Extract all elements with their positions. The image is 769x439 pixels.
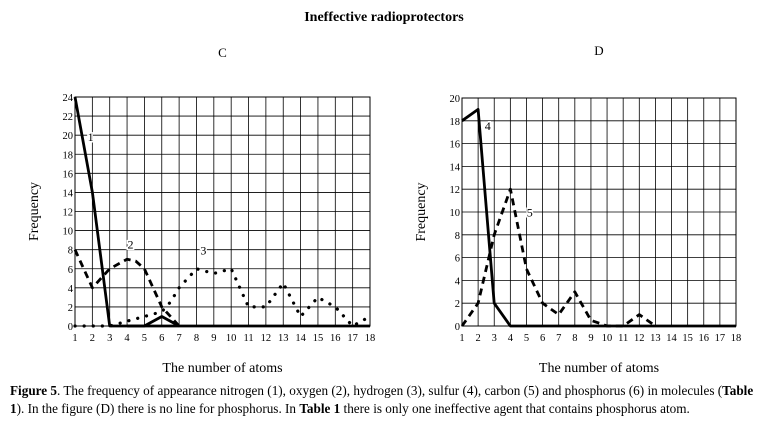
y-tick-label: 6 <box>68 265 73 276</box>
panel-d: D1 2 3 4 5 6 7 8 9 10 11 12 13 14 15 16 17 18024681012141… <box>414 43 741 376</box>
y-tick-label: 18 <box>63 150 74 161</box>
y-tick-label: 12 <box>63 208 74 219</box>
x-tick-label: 9 <box>588 333 593 344</box>
x-tick-label: 7 <box>176 333 181 344</box>
series-line-4 <box>461 108 736 328</box>
x-tick-label: 3 <box>107 333 112 344</box>
y-tick-label: 24 <box>63 93 74 104</box>
x-tick-label: 16 <box>330 333 341 344</box>
x-tick-label: 7 <box>556 333 561 344</box>
x-tick-label: 14 <box>295 333 306 344</box>
y-tick-label: 4 <box>68 284 74 295</box>
figure-caption: Figure 5. The frequency of appearance ni… <box>10 382 762 417</box>
x-tick-label: 11 <box>618 333 628 344</box>
y-tick-label: 14 <box>450 162 461 173</box>
y-tick-label: 12 <box>450 185 461 196</box>
x-tick-label: 4 <box>508 333 514 344</box>
y-tick-label: 22 <box>63 112 74 123</box>
series-line-3 <box>73 267 372 328</box>
x-tick-label: 14 <box>666 333 677 344</box>
y-tick-label: 20 <box>63 131 74 142</box>
x-tick-label: 15 <box>313 333 324 344</box>
y-tick-label: 0 <box>68 322 73 333</box>
x-tick-label: 6 <box>540 333 545 344</box>
x-tick-label: 5 <box>142 333 147 344</box>
y-tick-label: 4 <box>455 276 461 287</box>
x-tick-label: 18 <box>365 333 376 344</box>
caption-table-ref-1: Table 1 <box>10 383 754 416</box>
y-tick-label: 6 <box>455 254 460 265</box>
panel-c: C1 2 3 4 5 6 7 8 9 10 11 12 13 14 15 16 17 18024681012141… <box>27 45 375 376</box>
caption-part-2: ). In the figure (D) there is no line fo… <box>16 400 300 416</box>
caption-part-3: there is only one ineffective agent that… <box>340 400 690 416</box>
y-tick-label: 2 <box>68 303 73 314</box>
series-annotation-2: 2 <box>128 238 134 252</box>
x-tick-label: 6 <box>159 333 164 344</box>
x-tick-label: 11 <box>243 333 253 344</box>
panel-label-c: C <box>218 45 227 60</box>
x-tick-label: 3 <box>492 333 497 344</box>
y-axis-label: Frequency <box>27 182 42 241</box>
x-tick-label: 12 <box>261 333 272 344</box>
x-tick-label: 18 <box>731 333 742 344</box>
y-tick-label: 16 <box>63 169 74 180</box>
caption-label: Figure 5 <box>10 383 58 398</box>
x-axis-label: The number of atoms <box>539 361 659 376</box>
caption-table-ref-2: Table 1 <box>299 400 341 416</box>
x-tick-label: 9 <box>211 333 216 344</box>
y-axis-label: Frequency <box>414 182 429 241</box>
x-tick-label: 10 <box>602 333 613 344</box>
series-line-5 <box>460 187 657 328</box>
x-tick-label: 17 <box>715 333 726 344</box>
x-tick-label: 13 <box>278 333 289 344</box>
x-axis-label: The number of atoms <box>162 361 282 376</box>
series-annotation-3: 3 <box>200 243 206 257</box>
x-tick-label: 4 <box>124 333 130 344</box>
x-tick-label: 8 <box>572 333 577 344</box>
y-tick-label: 10 <box>450 208 461 219</box>
y-tick-label: 18 <box>450 117 461 128</box>
y-tick-label: 2 <box>455 299 460 310</box>
x-tick-label: 1 <box>72 333 77 344</box>
x-tick-label: 8 <box>194 333 199 344</box>
x-tick-label: 13 <box>650 333 661 344</box>
x-tick-label: 17 <box>347 333 358 344</box>
panel-label-d: D <box>594 43 603 58</box>
series-annotation-5: 5 <box>527 206 533 220</box>
series-annotation-1: 1 <box>88 130 94 144</box>
x-tick-label: 10 <box>226 333 237 344</box>
caption-part-1: . The frequency of appearance nitrogen (… <box>57 383 723 398</box>
y-tick-label: 8 <box>68 246 73 257</box>
y-tick-label: 20 <box>450 94 461 105</box>
y-tick-label: 16 <box>450 140 461 151</box>
y-tick-label: 0 <box>455 322 460 333</box>
series-annotation-4: 4 <box>485 119 491 133</box>
figure-title: Ineffective radioprotectors <box>304 10 464 25</box>
y-tick-label: 10 <box>63 227 74 238</box>
x-tick-label: 2 <box>90 333 95 344</box>
x-tick-label: 12 <box>634 333 645 344</box>
series-line-6 <box>127 315 180 328</box>
x-tick-label: 15 <box>682 333 693 344</box>
x-tick-label: 16 <box>699 333 710 344</box>
x-tick-label: 1 <box>459 333 464 344</box>
x-tick-label: 5 <box>524 333 529 344</box>
y-tick-label: 8 <box>455 231 460 242</box>
x-tick-label: 2 <box>475 333 480 344</box>
y-tick-label: 14 <box>63 188 74 199</box>
